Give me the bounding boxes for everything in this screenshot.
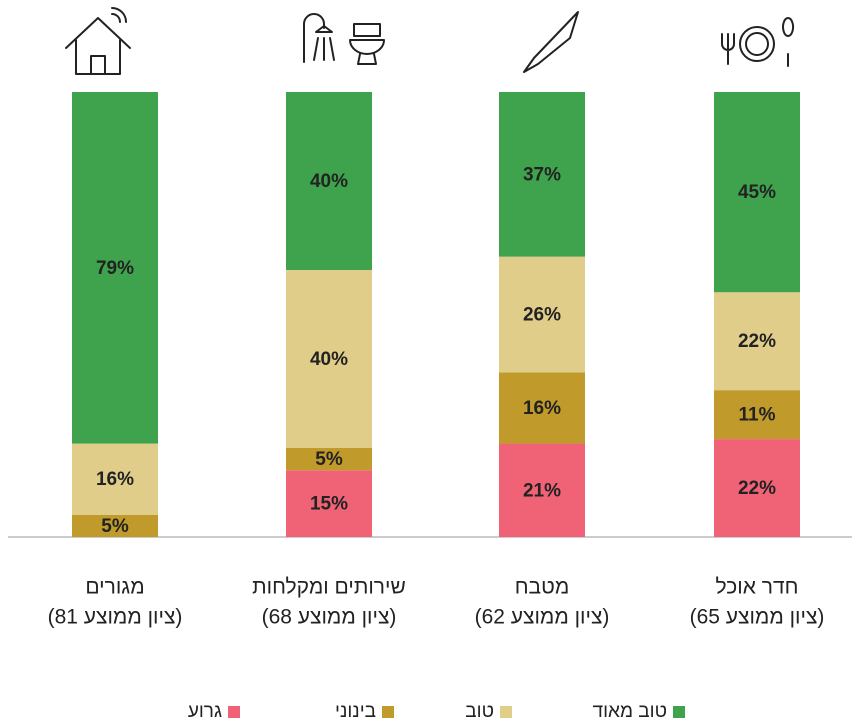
value-label: 37% bbox=[523, 164, 561, 185]
value-label: 40% bbox=[310, 171, 348, 192]
legend-swatch bbox=[228, 706, 240, 718]
legend-label: בינוני bbox=[335, 701, 376, 722]
bar-segment bbox=[499, 443, 585, 537]
bar-segment bbox=[286, 92, 372, 270]
category-note: (ציון ממוצע 68) bbox=[262, 606, 397, 629]
category-note: (ציון ממוצע 62) bbox=[475, 606, 610, 629]
bar-segment bbox=[499, 372, 585, 444]
legend-label: טוב bbox=[465, 701, 494, 722]
bar-segment bbox=[286, 470, 372, 537]
value-label: 22% bbox=[738, 331, 776, 352]
category-label: מגורים bbox=[85, 576, 144, 599]
bar-segment bbox=[72, 92, 158, 444]
value-label: 22% bbox=[738, 478, 776, 499]
legend-swatch bbox=[382, 706, 394, 718]
bar-segment bbox=[714, 439, 800, 537]
category-note: (ציון ממוצע 81) bbox=[48, 606, 183, 629]
bar-segment bbox=[286, 270, 372, 448]
value-label: 16% bbox=[96, 469, 134, 490]
value-label: 26% bbox=[523, 305, 561, 326]
legend-swatch bbox=[673, 706, 685, 718]
value-label: 15% bbox=[310, 494, 348, 515]
bar-segment bbox=[714, 92, 800, 293]
value-label: 45% bbox=[738, 182, 776, 203]
value-label: 5% bbox=[101, 516, 129, 537]
bar-segment bbox=[714, 292, 800, 391]
bar-segment bbox=[499, 92, 585, 257]
icon-dining bbox=[721, 17, 795, 67]
bar-segment bbox=[499, 256, 585, 373]
bar-segment bbox=[714, 390, 800, 440]
icon-home bbox=[65, 7, 131, 75]
value-label: 16% bbox=[523, 398, 561, 419]
legend-swatch bbox=[500, 706, 512, 718]
bar-segment bbox=[72, 514, 158, 537]
bar-segment bbox=[286, 448, 372, 471]
category-label: שירותים ומקלחות bbox=[252, 576, 406, 599]
category-label: מטבח bbox=[515, 576, 570, 599]
category-note: (ציון ממוצע 65) bbox=[690, 606, 825, 629]
icon-bath bbox=[303, 13, 385, 65]
value-label: 79% bbox=[96, 258, 134, 279]
value-label: 11% bbox=[739, 405, 776, 426]
icon-knife bbox=[523, 11, 579, 73]
category-label: חדר אוכל bbox=[716, 576, 799, 599]
legend-label: גרוע bbox=[188, 701, 222, 722]
bar-segment bbox=[72, 443, 158, 515]
value-label: 21% bbox=[523, 480, 561, 501]
value-label: 5% bbox=[315, 449, 343, 470]
legend-label: טוב מאוד bbox=[593, 701, 667, 722]
value-label: 40% bbox=[310, 349, 348, 370]
